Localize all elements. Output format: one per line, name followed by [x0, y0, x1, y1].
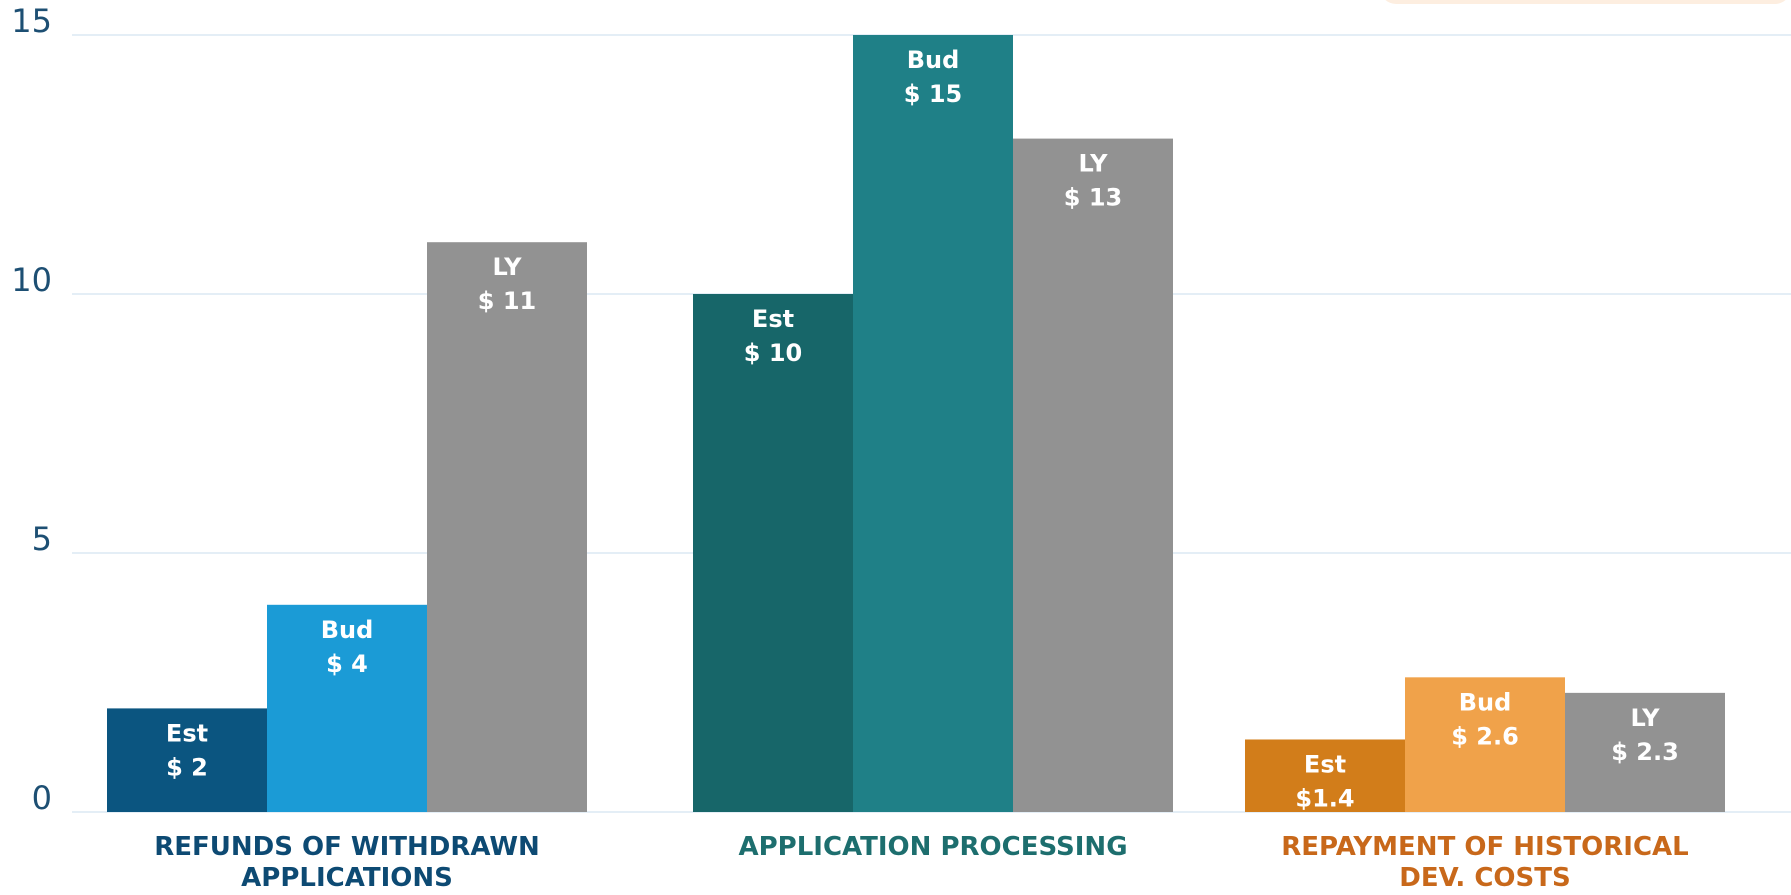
y-tick-label: 0: [32, 779, 52, 817]
y-tick-label: 10: [11, 261, 52, 299]
bar: [1013, 138, 1173, 813]
bar: [267, 604, 427, 812]
data-label: $ 10: [744, 339, 802, 367]
data-label-name: Bud: [907, 46, 960, 74]
data-label-name: LY: [493, 253, 523, 281]
data-label: $1.4: [1295, 784, 1354, 812]
x-tick-label: REFUNDS OF WITHDRAWN APPLICATIONS: [154, 832, 540, 893]
data-label-name: Est: [752, 305, 794, 333]
data-label: $ 2.3: [1611, 738, 1679, 766]
data-label-name: LY: [1079, 150, 1109, 178]
y-tick-label: 15: [11, 2, 52, 40]
decoration: [1385, 0, 1786, 4]
x-tick-label: REPAYMENT OF HISTORICAL DEV. COSTS: [1281, 832, 1689, 893]
data-label: $ 13: [1064, 184, 1122, 212]
data-label-name: LY: [1631, 704, 1661, 732]
data-label-name: Bud: [321, 616, 374, 644]
bar: [1245, 739, 1405, 812]
y-tick-label: 5: [32, 520, 52, 558]
bar: [1565, 692, 1725, 812]
data-label-name: Est: [166, 719, 208, 747]
data-label: $ 15: [904, 80, 962, 108]
data-label: $ 2: [166, 753, 208, 781]
bar: [853, 35, 1013, 812]
bar: [693, 294, 853, 812]
x-tick-label: APPLICATION PROCESSING: [738, 832, 1128, 862]
data-label-name: Bud: [1459, 688, 1512, 716]
bar: [1405, 677, 1565, 812]
bar: [107, 708, 267, 812]
data-label: $ 11: [478, 287, 536, 315]
data-label-name: Est: [1304, 750, 1346, 778]
data-label: $ 2.6: [1451, 722, 1519, 750]
bar: [427, 242, 587, 812]
data-label: $ 4: [326, 650, 368, 678]
